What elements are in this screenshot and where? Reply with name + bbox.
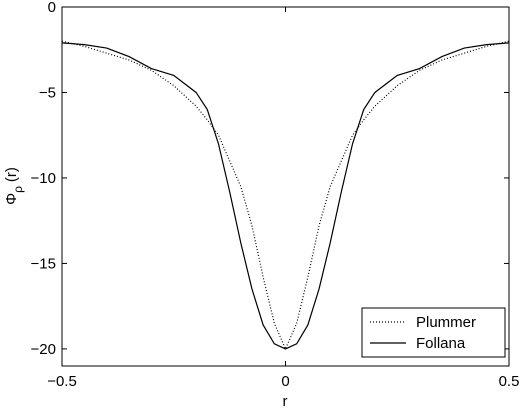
series-line bbox=[61, 42, 510, 350]
x-tick-label: 0.5 bbox=[499, 373, 520, 390]
y-tick-label: 0 bbox=[48, 0, 56, 16]
x-tick-label: −0.5 bbox=[47, 373, 77, 390]
legend-box bbox=[361, 307, 506, 358]
y-tick-label: −5 bbox=[39, 84, 56, 101]
legend-label: Plummer bbox=[416, 314, 476, 331]
y-axis-label-suffix: (r) bbox=[3, 167, 20, 182]
x-axis-label: r bbox=[283, 393, 288, 410]
y-axis-label-subscript: ρ bbox=[11, 186, 25, 193]
y-tick-label: −10 bbox=[31, 170, 56, 187]
x-tick-label: 0 bbox=[281, 373, 289, 390]
y-axis-label-symbol: Φ bbox=[3, 193, 20, 205]
legend-label: Follana bbox=[416, 335, 466, 352]
y-tick-label: −20 bbox=[31, 341, 56, 358]
plot-frame bbox=[61, 6, 510, 367]
series-line bbox=[61, 40, 510, 351]
y-axis-label: Φρ (r) bbox=[3, 167, 25, 205]
y-tick-label: −15 bbox=[31, 255, 56, 272]
